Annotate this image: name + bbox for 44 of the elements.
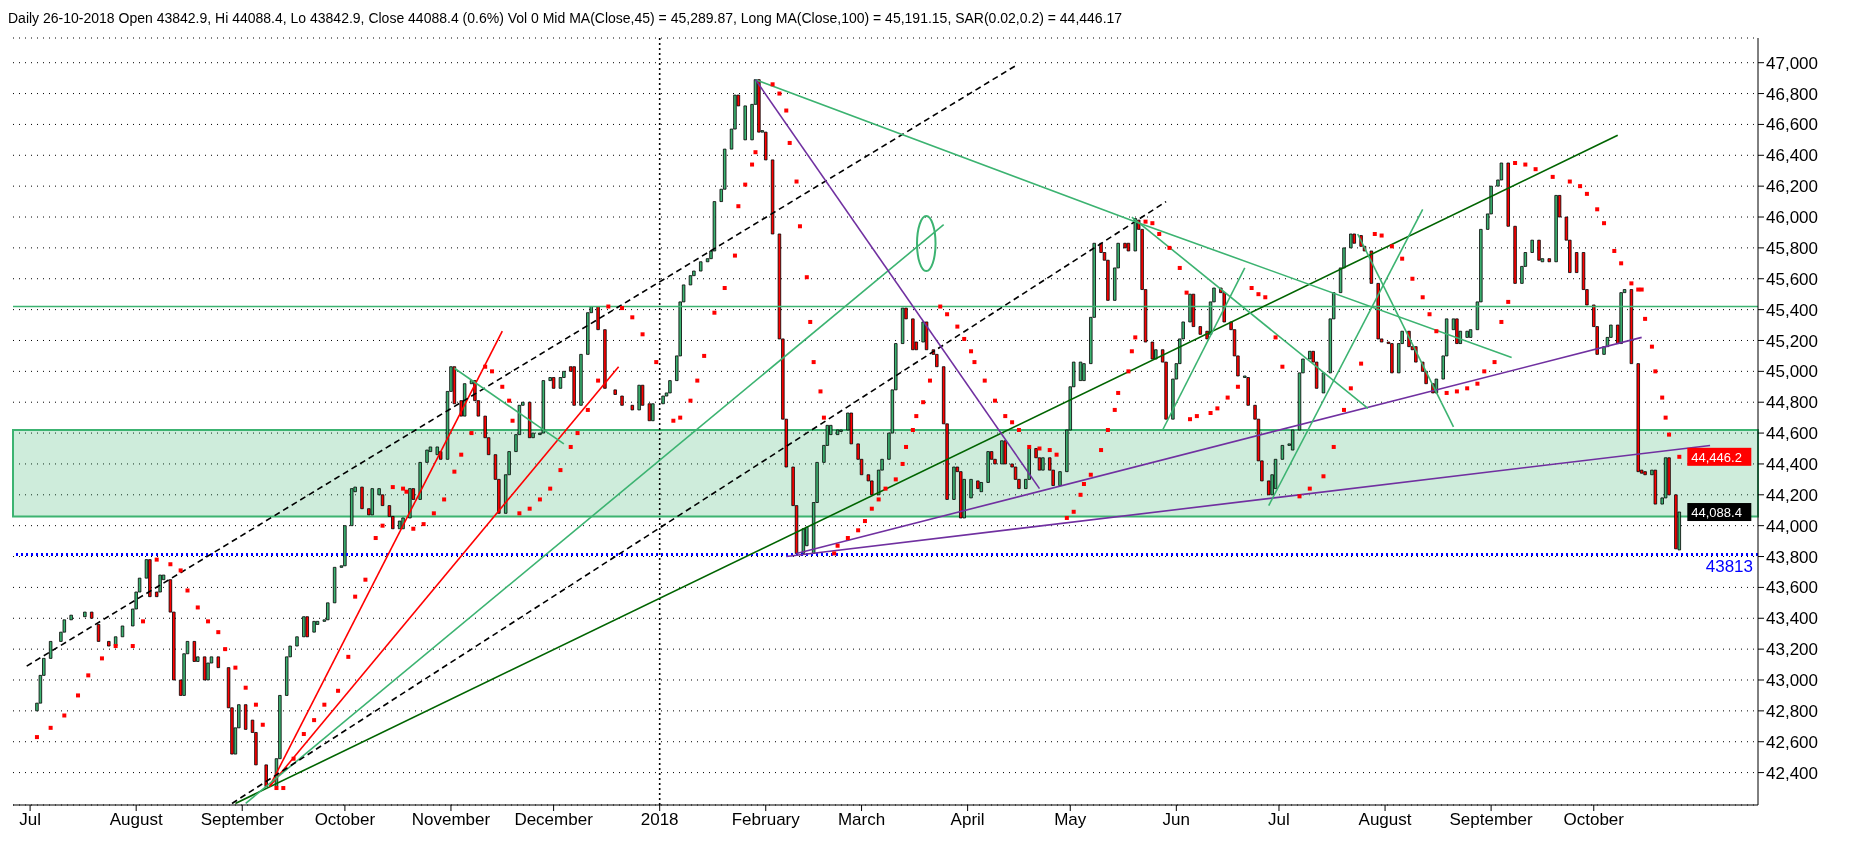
y-tick-label: 46,600 (1766, 115, 1818, 135)
y-tick-label: 43,400 (1766, 609, 1818, 629)
y-tick-label: 46,200 (1766, 177, 1818, 197)
y-tick-label: 45,000 (1766, 362, 1818, 382)
x-tick-label: March (837, 810, 886, 830)
chart-title: Daily 26-10-2018 Open 43842.9, Hi 44088.4, Lo 43842.9, Close 44088.4 (0.6%) Vol 0 Mid MA(Close,45) = 45,289.87, Long MA(Close,100) = 45,191.15, SAR(0.02,0.2) = 44,446.17 (8, 9, 1124, 28)
ref-line-label: 43813 (1705, 556, 1753, 576)
y-tick-label: 44,200 (1766, 485, 1818, 505)
x-tick-label: Jun (1162, 810, 1191, 830)
annotation: 44,446.2 (1691, 449, 1742, 465)
x-tick-label: 2018 (640, 810, 679, 830)
x-tick-label: November (411, 810, 491, 830)
x-tick-label: August (109, 810, 163, 830)
y-tick-label: 46,800 (1766, 84, 1818, 104)
x-tick-label: May (1054, 810, 1087, 830)
y-tick-label: 43,000 (1766, 671, 1818, 691)
x-tick-label: September (200, 810, 285, 830)
y-tick-label: 45,400 (1766, 300, 1818, 320)
y-tick-label: 44,000 (1766, 516, 1818, 536)
y-tick-label: 42,800 (1766, 701, 1818, 721)
x-tick-label: October (1563, 810, 1625, 830)
x-tick-label: Jul (1268, 810, 1290, 830)
x-tick-label: August (1358, 810, 1412, 830)
x-tick-label: December (514, 810, 594, 830)
x-tick-label: October (314, 810, 376, 830)
y-tick-label: 43,800 (1766, 547, 1818, 567)
y-tick-label: 42,400 (1766, 763, 1818, 783)
y-tick-label: 47,000 (1766, 53, 1818, 73)
y-tick-label: 44,400 (1766, 454, 1818, 474)
y-tick-label: 43,600 (1766, 578, 1818, 598)
y-tick-label: 42,600 (1766, 732, 1818, 752)
y-tick-label: 46,400 (1766, 146, 1818, 166)
y-tick-label: 44,800 (1766, 393, 1818, 413)
y-tick-label: 44,600 (1766, 424, 1818, 444)
y-tick-label: 45,200 (1766, 331, 1818, 351)
annotation: 44,088.4 (1691, 505, 1742, 521)
x-tick-label: February (731, 810, 801, 830)
y-tick-label: 43,200 (1766, 640, 1818, 660)
x-tick-label: Jul (19, 810, 41, 830)
x-tick-label: September (1449, 810, 1534, 830)
y-tick-label: 45,800 (1766, 238, 1818, 258)
x-tick-label: April (950, 810, 985, 830)
y-tick-label: 46,000 (1766, 208, 1818, 228)
y-tick-label: 45,600 (1766, 269, 1818, 289)
